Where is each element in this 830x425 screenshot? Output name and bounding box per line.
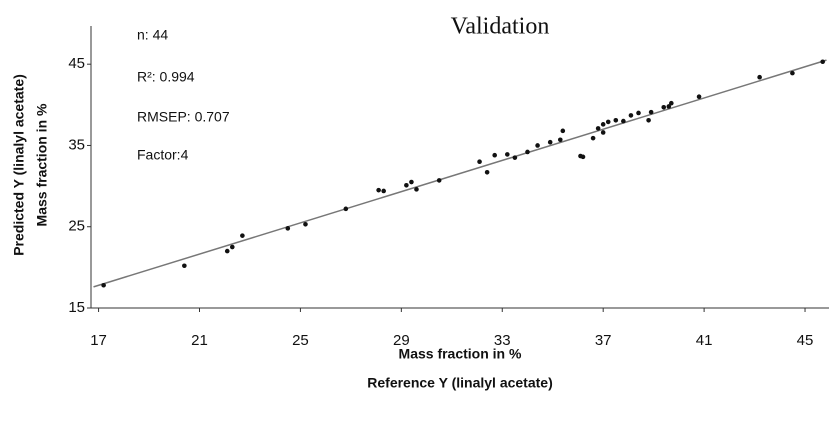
x-tick-label: 25: [292, 332, 309, 349]
data-point: [661, 104, 667, 110]
y-tick-label: 35: [68, 136, 85, 153]
annotation: n: 44: [137, 27, 168, 43]
data-point: [590, 135, 596, 141]
data-point: [669, 100, 674, 106]
data-point: [381, 188, 386, 194]
x-tick-label: 21: [191, 332, 208, 349]
data-point: [580, 154, 586, 160]
data-point: [605, 119, 611, 125]
data-point: [547, 139, 553, 145]
data-point: [409, 179, 414, 185]
data-point: [505, 152, 510, 157]
data-point: [595, 126, 601, 131]
data-point: [436, 178, 442, 183]
x-axis-label: Reference Y (linalyl acetate): [367, 375, 552, 391]
data-point: [820, 59, 825, 65]
annotation: RMSEP: 0.707: [137, 109, 230, 125]
data-point: [414, 187, 419, 192]
data-point: [492, 152, 497, 158]
data-point: [376, 187, 381, 193]
annotation: Factor:4: [137, 147, 189, 163]
fit-line: [93, 59, 827, 288]
data-point: [101, 282, 106, 288]
data-point: [512, 155, 518, 160]
data-point: [343, 206, 349, 212]
y-tick-label: 25: [68, 218, 85, 235]
data-point: [646, 117, 651, 123]
data-point: [560, 128, 566, 134]
data-point: [696, 94, 702, 100]
data-point: [404, 182, 409, 188]
data-point: [648, 109, 654, 115]
x-tick-label: 37: [595, 332, 612, 349]
data-point: [285, 226, 291, 231]
x-tick-label: 45: [797, 332, 814, 349]
data-point: [484, 169, 490, 175]
data-point: [240, 233, 245, 238]
data-point: [224, 248, 230, 254]
data-point: [535, 143, 540, 148]
data-point: [621, 118, 626, 124]
x-tick-label: 33: [494, 332, 511, 349]
x-tick-label: 17: [90, 332, 107, 349]
data-point: [477, 159, 482, 165]
data-point: [790, 70, 795, 76]
y-axis-label: Predicted Y (linalyl acetate): [11, 74, 27, 256]
data-point: [666, 104, 672, 109]
x-tick-label: 29: [393, 332, 410, 349]
x-tick-label: 41: [696, 332, 713, 349]
y-axis-label: Mass fraction in %: [34, 103, 50, 226]
data-point: [636, 110, 641, 116]
data-point: [229, 244, 235, 250]
data-point: [303, 221, 308, 227]
data-point: [557, 137, 563, 143]
y-tick-label: 15: [68, 299, 85, 316]
chart-title: Validation: [451, 14, 550, 40]
annotation: R²: 0.994: [137, 69, 195, 85]
y-tick-label: 45: [68, 55, 85, 72]
data-point: [600, 130, 606, 135]
data-point: [600, 122, 606, 127]
data-point: [525, 149, 530, 155]
data-point: [182, 263, 187, 269]
data-point: [757, 74, 762, 80]
data-point: [628, 113, 634, 118]
x-axis-label: Mass fraction in %: [399, 346, 522, 362]
data-point: [613, 117, 619, 123]
